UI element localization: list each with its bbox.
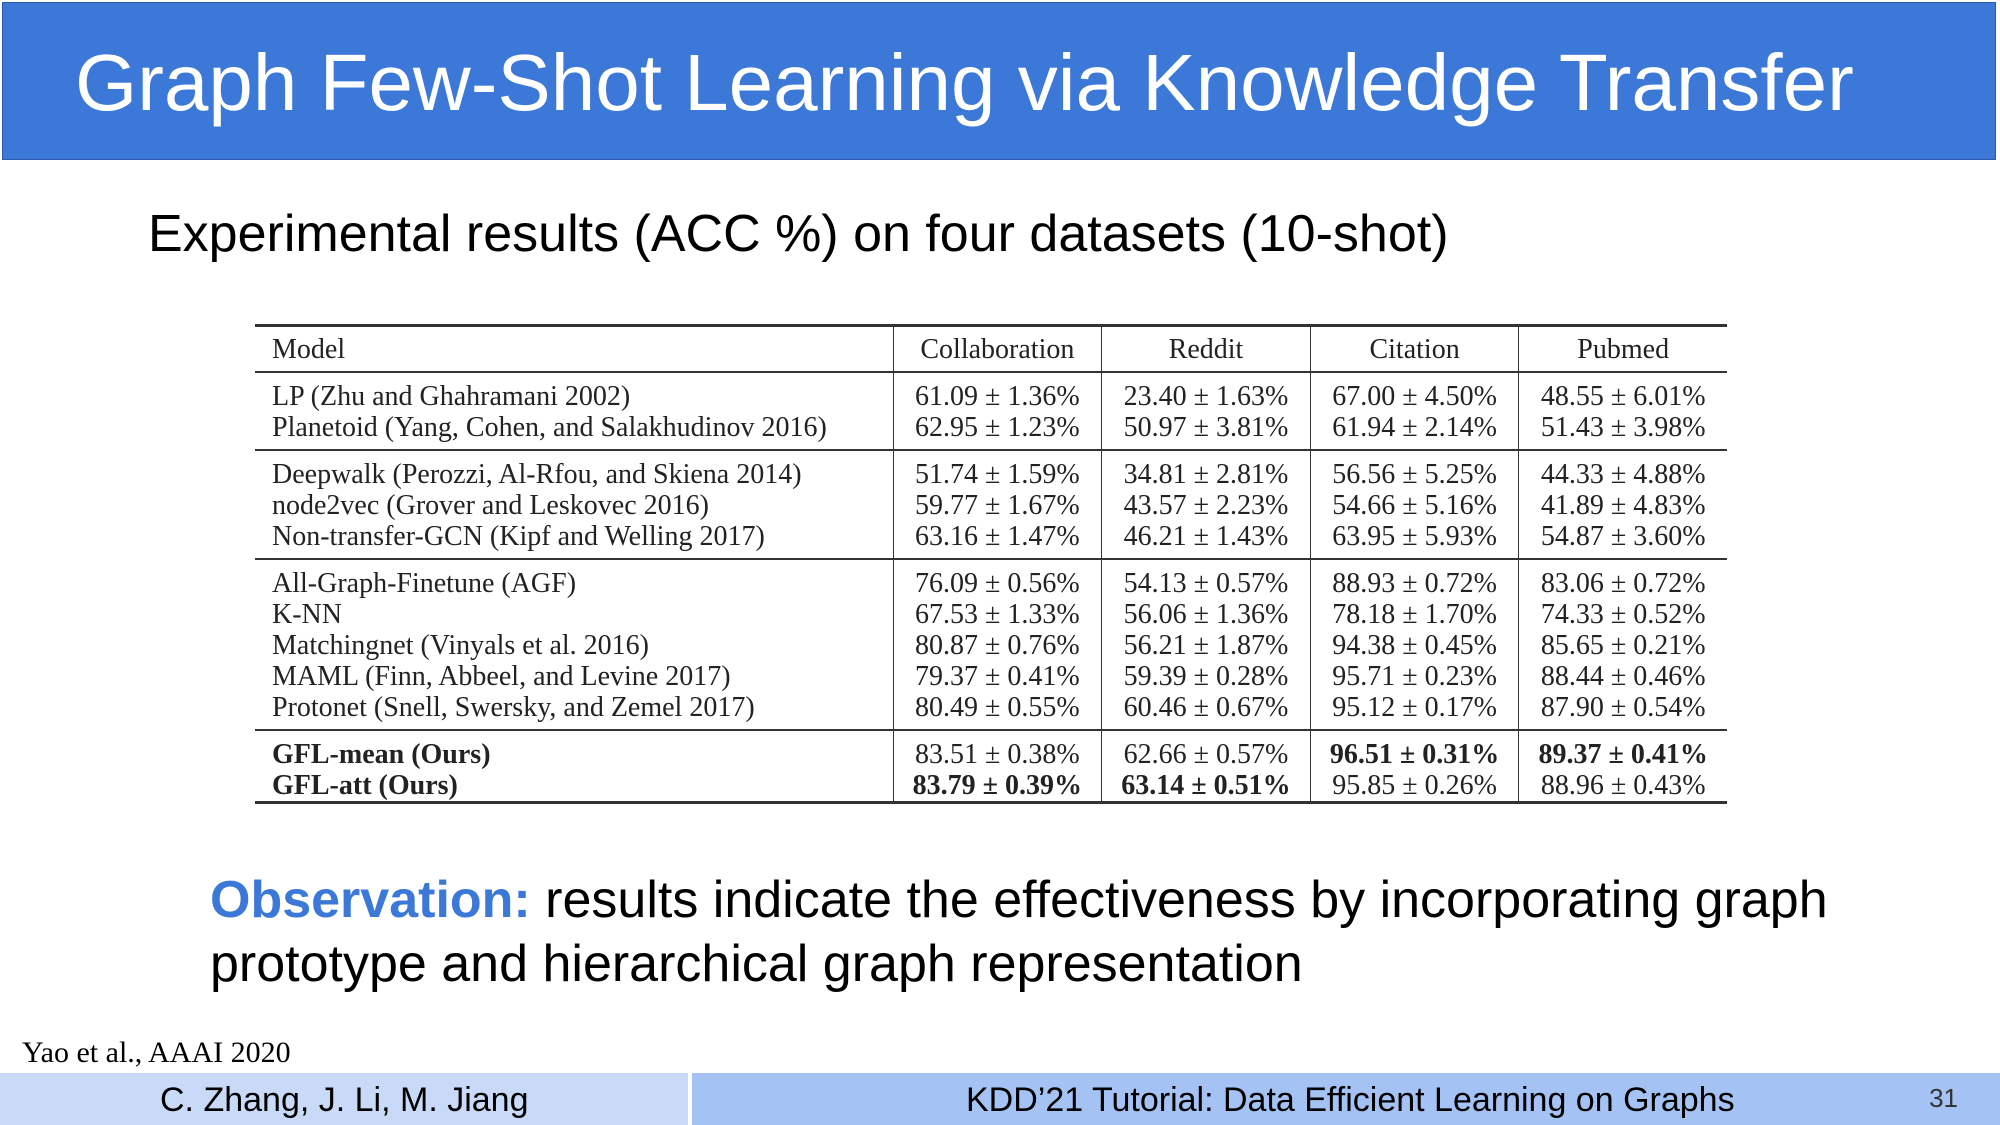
table-row: MAML (Finn, Abbeel, and Levine 2017) 79.… [255,661,1727,692]
result-cell: 80.49 ± 0.55% [892,692,1102,731]
result-cell: 44.33 ± 4.88% [1518,450,1727,490]
result-cell: 83.06 ± 0.72% [1518,559,1727,599]
result-cell: 56.06 ± 1.36% [1101,599,1311,630]
result-cell: 48.55 ± 6.01% [1518,372,1727,412]
observation-body: results indicate the effectiveness by in… [210,871,1828,993]
result-cell: 80.87 ± 0.76% [892,630,1102,661]
table-row: Protonet (Snell, Swersky, and Zemel 2017… [255,692,1727,731]
result-cell: 61.09 ± 1.36% [892,372,1102,412]
title-bar: Graph Few-Shot Learning via Knowledge Tr… [2,2,1996,160]
page-number: 31 [1929,1083,1958,1113]
result-cell: 83.51 ± 0.38% [892,730,1102,770]
table-row: Non-transfer-GCN (Kipf and Welling 2017)… [255,521,1727,560]
result-cell: 88.93 ± 0.72% [1309,559,1519,599]
table-row: node2vec (Grover and Leskovec 2016) 59.7… [255,490,1727,521]
result-cell: 43.57 ± 2.23% [1101,490,1311,521]
result-cell: 95.12 ± 0.17% [1309,692,1519,731]
observation-text: Observation: results indicate the effect… [210,868,1910,996]
result-cell-best: 83.79 ± 0.39% [892,770,1102,804]
results-table-container: Model Collaboration Reddit Citation Pubm… [255,324,1727,804]
footer-event: KDD’21 Tutorial: Data Efficient Learning… [966,1081,1735,1119]
result-cell: 61.94 ± 2.14% [1309,412,1519,451]
result-cell: 85.65 ± 0.21% [1518,630,1727,661]
result-cell: 46.21 ± 1.43% [1101,521,1311,560]
table-row: All-Graph-Finetune (AGF) 76.09 ± 0.56% 5… [255,559,1727,599]
model-name: Non-transfer-GCN (Kipf and Welling 2017) [255,521,894,560]
result-cell: 23.40 ± 1.63% [1101,372,1311,412]
table-row: GFL-mean (Ours) 83.51 ± 0.38% 62.66 ± 0.… [255,730,1727,770]
table-header-row: Model Collaboration Reddit Citation Pubm… [255,325,1727,372]
result-cell: 78.18 ± 1.70% [1309,599,1519,630]
table-row: Matchingnet (Vinyals et al. 2016) 80.87 … [255,630,1727,661]
result-cell: 54.13 ± 0.57% [1101,559,1311,599]
result-cell: 94.38 ± 0.45% [1309,630,1519,661]
model-name: Protonet (Snell, Swersky, and Zemel 2017… [255,692,894,731]
table-row: K-NN 67.53 ± 1.33% 56.06 ± 1.36% 78.18 ±… [255,599,1727,630]
table-row: GFL-att (Ours) 83.79 ± 0.39% 63.14 ± 0.5… [255,770,1727,804]
slide-title: Graph Few-Shot Learning via Knowledge Tr… [75,38,1854,127]
model-name: LP (Zhu and Ghahramani 2002) [272,381,631,412]
result-cell: 51.43 ± 3.98% [1518,412,1727,451]
result-cell: 60.46 ± 0.67% [1101,692,1311,731]
observation-label: Observation: [210,871,531,929]
result-cell: 54.66 ± 5.16% [1309,490,1519,521]
citation: Yao et al., AAAI 2020 [22,1036,291,1069]
footer-event-bar: KDD’21 Tutorial: Data Efficient Learning… [692,1073,2000,1125]
model-name: K-NN [272,599,342,630]
table-row: Planetoid (Yang, Cohen, and Salakhudinov… [255,412,1727,451]
result-cell: 51.74 ± 1.59% [892,450,1102,490]
result-cell-best: 89.37 ± 0.41% [1518,730,1727,770]
model-name: GFL-mean (Ours) [272,739,491,770]
result-cell: 59.77 ± 1.67% [892,490,1102,521]
result-cell: 76.09 ± 0.56% [892,559,1102,599]
slide-subtitle: Experimental results (ACC %) on four dat… [148,205,1449,263]
table-row: Deepwalk (Perozzi, Al-Rfou, and Skiena 2… [255,450,1727,490]
model-name: node2vec (Grover and Leskovec 2016) [272,490,709,521]
result-cell: 62.66 ± 0.57% [1101,730,1311,770]
result-cell-best: 96.51 ± 0.31% [1309,730,1519,770]
footer-authors-bar: C. Zhang, J. Li, M. Jiang [0,1073,690,1125]
results-table: Model Collaboration Reddit Citation Pubm… [255,324,1727,804]
result-cell: 95.85 ± 0.26% [1309,770,1519,804]
result-cell: 63.16 ± 1.47% [892,521,1102,560]
result-cell: 41.89 ± 4.83% [1518,490,1727,521]
model-name: GFL-att (Ours) [255,770,894,804]
model-name: Matchingnet (Vinyals et al. 2016) [272,630,650,661]
result-cell: 79.37 ± 0.41% [892,661,1102,692]
result-cell: 67.00 ± 4.50% [1309,372,1519,412]
result-cell: 56.56 ± 5.25% [1309,450,1519,490]
result-cell: 74.33 ± 0.52% [1518,599,1727,630]
model-name: Deepwalk (Perozzi, Al-Rfou, and Skiena 2… [272,459,802,490]
footer-authors: C. Zhang, J. Li, M. Jiang [160,1081,529,1119]
result-cell: 59.39 ± 0.28% [1101,661,1311,692]
model-name: Planetoid (Yang, Cohen, and Salakhudinov… [255,412,894,451]
result-cell: 50.97 ± 3.81% [1101,412,1311,451]
result-cell: 56.21 ± 1.87% [1101,630,1311,661]
result-cell: 67.53 ± 1.33% [892,599,1102,630]
result-cell: 87.90 ± 0.54% [1518,692,1727,731]
result-cell-best: 63.14 ± 0.51% [1101,770,1311,804]
result-cell: 63.95 ± 5.93% [1309,521,1519,560]
column-header-reddit: Reddit [1101,325,1311,372]
result-cell: 88.96 ± 0.43% [1518,770,1727,804]
result-cell: 95.71 ± 0.23% [1309,661,1519,692]
column-header-citation: Citation [1309,325,1519,372]
model-name: MAML (Finn, Abbeel, and Levine 2017) [272,661,731,692]
result-cell: 88.44 ± 0.46% [1518,661,1727,692]
column-header-collaboration: Collaboration [892,325,1102,372]
result-cell: 54.87 ± 3.60% [1518,521,1727,560]
column-header-model: Model [272,333,346,365]
table-row: LP (Zhu and Ghahramani 2002) 61.09 ± 1.3… [255,372,1727,412]
result-cell: 62.95 ± 1.23% [892,412,1102,451]
column-header-pubmed: Pubmed [1518,325,1727,372]
result-cell: 34.81 ± 2.81% [1101,450,1311,490]
model-name: All-Graph-Finetune (AGF) [272,568,577,599]
